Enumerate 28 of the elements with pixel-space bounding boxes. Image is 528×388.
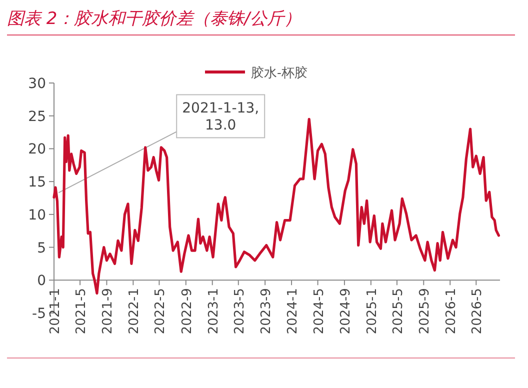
x-tick-label: 2024-9	[338, 288, 354, 334]
x-tick-label: 2023-1	[206, 288, 222, 334]
y-tick-label: 30	[28, 76, 46, 92]
y-tick-label: 5	[37, 240, 46, 256]
x-tick-label: 2025-5	[390, 288, 406, 334]
y-tick-label: -5	[32, 306, 46, 322]
y-tick-label: 10	[28, 207, 46, 224]
x-tick-label: 2021-1	[48, 288, 63, 334]
x-tick-label: 2024-5	[312, 288, 327, 334]
x-tick-label: 2026-1	[444, 288, 460, 334]
y-tick-label: 15	[28, 174, 46, 191]
x-tick-label: 2023-9	[259, 288, 274, 334]
y-tick-label: 20	[28, 142, 46, 158]
x-tick-label: 2025-1	[364, 288, 380, 334]
x-tick-label: 2024-1	[286, 288, 301, 334]
x-tick-label: 2021-5	[74, 288, 90, 334]
x-tick-label: 2023-5	[232, 288, 248, 334]
legend-label: 胶水-杯胶	[251, 66, 308, 81]
x-tick-label: 2022-5	[153, 288, 168, 334]
annotation: 2021-1-13, 13.0	[182, 100, 260, 134]
x-tick-label: 2026-5	[470, 288, 486, 334]
x-tick-label: 2022-9	[180, 288, 195, 334]
x-tick-label: 2025-9	[418, 288, 433, 334]
y-tick-label: 25	[28, 108, 46, 125]
y-tick-label: 0	[37, 273, 46, 290]
chart-title: 图表 2：胶水和干胶价差（泰铢/公斤）	[7, 9, 301, 29]
x-tick-label: 2022-1	[127, 288, 142, 334]
x-tick-label: 2021-9	[100, 288, 116, 334]
